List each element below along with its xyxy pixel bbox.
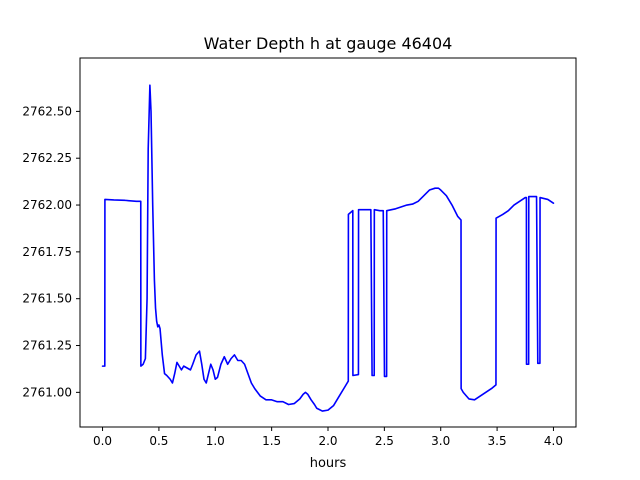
x-tick-label: 0.0 [93,434,112,448]
y-tick-label: 2762.25 [22,151,72,165]
x-axis-label: hours [310,456,347,471]
x-tick-label: 2.5 [375,434,394,448]
y-tick-label: 2762.50 [22,104,72,118]
y-tick-label: 2762.00 [22,198,72,212]
x-tick-label: 1.5 [262,434,281,448]
y-tick-label: 2761.50 [22,292,72,306]
x-tick-label: 2.0 [318,434,337,448]
y-tick-label: 2761.00 [22,385,72,399]
x-tick-label: 1.0 [206,434,225,448]
x-tick-label: 0.5 [149,434,168,448]
plot-frame [79,57,577,428]
plot-area [101,84,555,412]
chart-title: Water Depth h at gauge 46404 [204,34,453,53]
series-line [101,84,555,412]
y-tick-label: 2761.75 [22,245,72,259]
y-tick-label: 2761.25 [22,339,72,353]
x-axis: 0.0 0.5 1.0 1.5 2.0 2.5 3.0 3.5 4.0 [93,427,563,448]
y-axis: 2761.00 2761.25 2761.50 2761.75 2762.00 2762.… [22,104,80,399]
x-tick-label: 3.0 [431,434,450,448]
x-tick-label: 4.0 [544,434,563,448]
x-tick-label: 3.5 [488,434,507,448]
